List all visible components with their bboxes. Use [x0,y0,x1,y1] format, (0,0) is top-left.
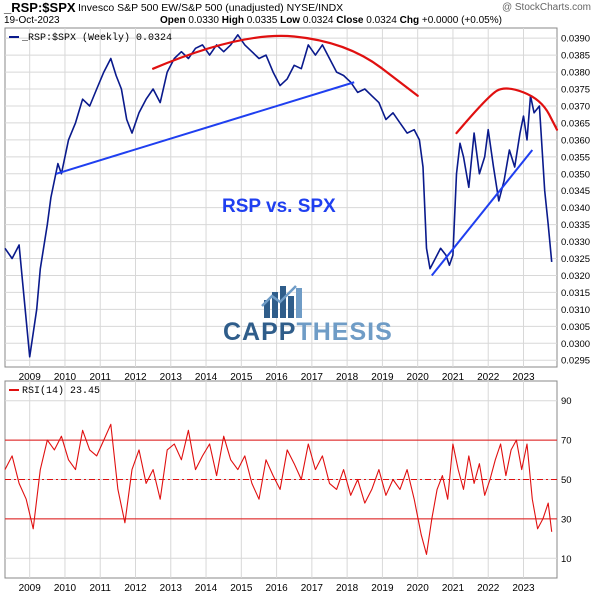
x-tick-label: 2019 [371,583,394,594]
y-tick-label: 0.0345 [561,186,590,197]
x-tick-label: 2018 [336,583,359,594]
y-tick-label: 0.0375 [561,85,590,96]
x-tick-label: 2014 [195,583,218,594]
y-tick-label: 0.0385 [561,51,590,62]
logo-bar [272,292,278,318]
y-tick-label: 0.0315 [561,288,590,299]
y-tick-label: 0.0355 [561,152,590,163]
quote-date: 19-Oct-2023 [4,15,60,26]
rsi-line [4,423,553,555]
x-tick-label: 2011 [89,583,111,594]
x-tick-label: 2023 [512,583,535,594]
legend-text: _RSP:$SPX (Weekly) 0.0324 [21,32,172,44]
y-tick-label: 0.0305 [561,322,590,333]
y-tick-label: 0.0325 [561,254,590,265]
x-tick-label: 2020 [407,372,430,383]
chg-value: +0.0000 (+0.05%) [421,15,502,26]
x-tick-label: 2018 [336,372,359,383]
close-label: Close [336,15,364,26]
y-tick-label: 0.0390 [561,34,590,45]
watermark: @ StockCharts.com [501,2,591,13]
top-arc [455,87,559,135]
x-tick-label: 2023 [512,372,535,383]
symbol-description: Invesco S&P 500 EW/S&P 500 (unadjusted) … [78,2,344,14]
x-tick-label: 2020 [407,583,430,594]
legend-text: RSI(14) 23.45 [22,385,100,397]
y-tick-label: 0.0340 [561,203,590,214]
x-tick-label: 2014 [195,372,218,383]
logo-arrow [261,285,297,307]
x-tick-label: 2022 [477,372,500,383]
logo-text-part2: THESIS [296,318,393,346]
logo-text: CAPPTHESIS [223,318,393,347]
y-tick-label: 90 [561,396,572,407]
y-tick-label: 0.0370 [561,101,590,112]
open-value: 0.0330 [188,15,219,26]
quote-line: Open 0.0330 High 0.0335 Low 0.0324 Close… [160,15,502,26]
x-tick-label: 2019 [371,372,394,383]
logo-text-part1: CAPP [223,318,297,346]
legend: _RSP:$SPX (Weekly) 0.0324 [9,32,172,44]
x-tick-label: 2011 [89,372,111,383]
trendline [55,81,355,175]
chg-label: Chg [399,15,420,26]
x-tick-label: 2016 [265,583,288,594]
y-tick-label: 0.0350 [561,169,590,180]
logo-bar [280,286,286,318]
symbol-label: _RSP:$SPX [4,0,76,15]
x-tick-label: 2017 [301,583,324,594]
y-tick-label: 0.0365 [561,118,590,129]
y-tick-label: 0.0320 [561,271,590,282]
y-tick-label: 70 [561,436,572,447]
low-value: 0.0324 [302,15,334,26]
close-value: 0.0324 [366,15,397,26]
y-tick-label: 0.0330 [561,237,590,248]
logo-bar [296,288,302,318]
y-tick-label: 50 [561,475,572,486]
trendline [431,149,534,277]
high-label: High [221,15,244,26]
y-tick-label: 30 [561,514,572,525]
chart-annotation: RSP vs. SPX [222,196,336,217]
x-tick-label: 2022 [477,583,500,594]
y-tick-label: 0.0300 [561,339,590,350]
x-tick-label: 2009 [19,372,42,383]
top-arc [152,34,419,97]
high-value: 0.0335 [246,15,278,26]
y-tick-label: 0.0335 [561,220,590,231]
y-tick-label: 10 [561,554,572,565]
x-tick-label: 2016 [265,372,288,383]
logo-bar [288,296,294,318]
logo-bar [264,300,270,318]
x-tick-label: 2009 [19,583,42,594]
capp-logo-mark [261,285,302,318]
price-ratio-line [4,33,553,358]
y-tick-label: 0.0295 [561,356,590,367]
x-tick-label: 2021 [442,583,465,594]
x-tick-label: 2015 [230,372,253,383]
x-tick-label: 2013 [160,372,183,383]
legend: RSI(14) 23.45 [9,385,100,397]
y-tick-label: 0.0360 [561,135,590,146]
x-tick-label: 2021 [442,372,465,383]
x-tick-label: 2017 [301,372,324,383]
x-tick-label: 2012 [124,583,147,594]
x-tick-label: 2010 [54,583,77,594]
y-tick-label: 0.0380 [561,68,590,79]
x-tick-label: 2015 [230,583,253,594]
x-tick-label: 2013 [160,583,183,594]
x-tick-label: 2010 [54,372,77,383]
low-label: Low [280,15,301,26]
x-tick-label: 2012 [124,372,147,383]
open-label: Open [160,15,186,26]
y-tick-label: 0.0310 [561,305,590,316]
